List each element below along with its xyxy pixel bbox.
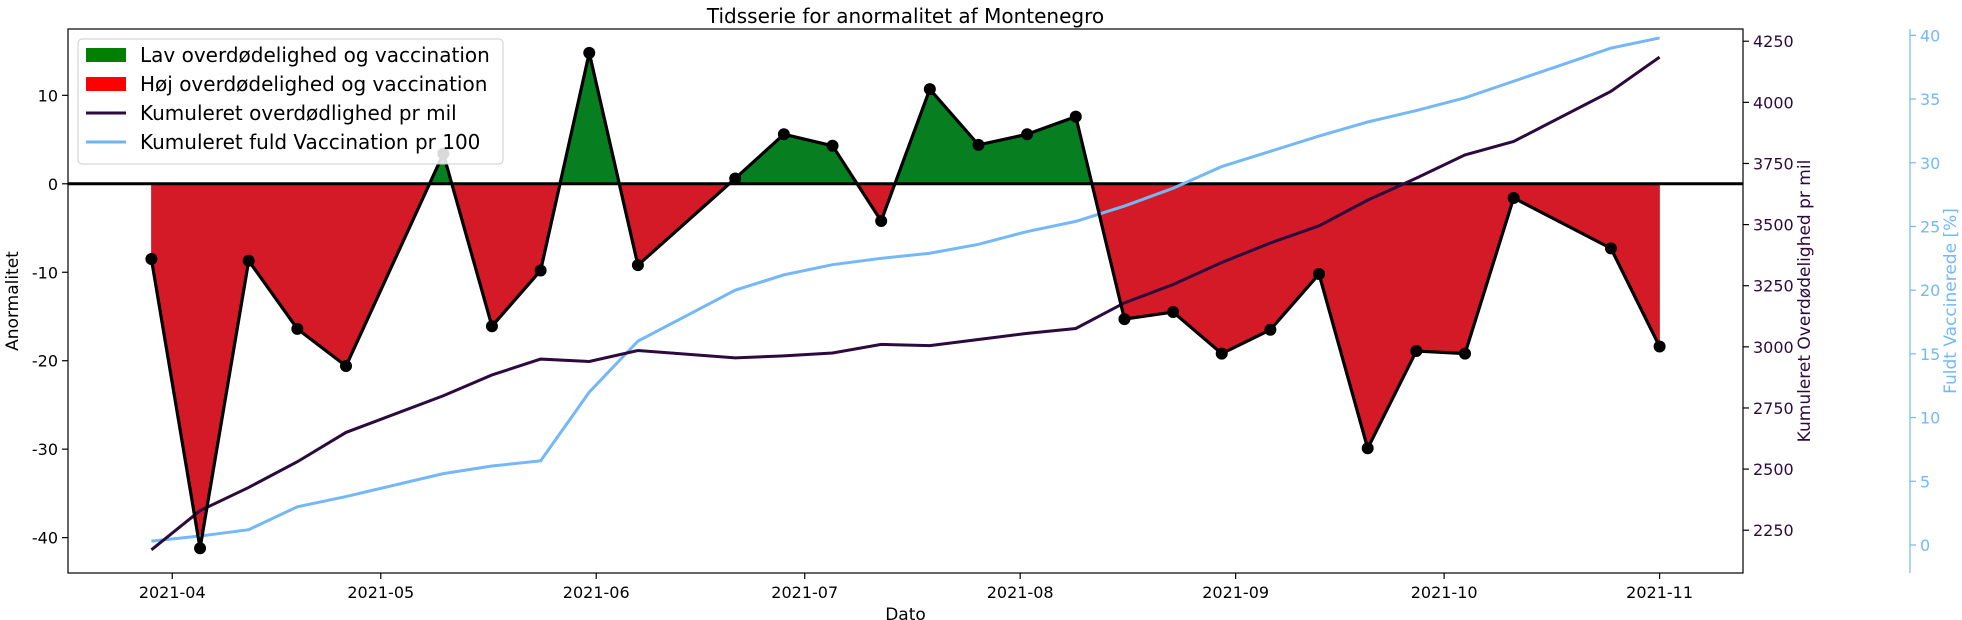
anomaly-point xyxy=(1021,128,1034,141)
y-axis-label: Anormalitet xyxy=(3,251,23,351)
y-right2-tick-label: 5 xyxy=(1920,472,1930,491)
anomaly-point xyxy=(534,264,547,277)
anomaly-point xyxy=(291,322,304,335)
anomaly-point xyxy=(972,138,985,151)
y-tick-label: -10 xyxy=(32,263,58,282)
anomaly-point xyxy=(194,542,207,555)
y-right-tick-label: 3500 xyxy=(1753,216,1794,235)
anomaly-point xyxy=(1410,344,1423,357)
legend: Lav overdødelighed og vaccination Høj ove… xyxy=(77,38,504,165)
anomaly-point xyxy=(631,259,644,272)
anomaly-fill-segment xyxy=(199,183,249,549)
anomaly-point xyxy=(340,360,353,373)
anomaly-fill-segment xyxy=(151,183,201,549)
y-right2-tick-label: 30 xyxy=(1920,154,1940,173)
legend-label: Høj overdødelighed og vaccination xyxy=(140,72,487,96)
y-right-tick-label: 4250 xyxy=(1753,32,1794,51)
plot-frame xyxy=(67,28,1744,574)
y-right-tick-label: 3750 xyxy=(1753,154,1794,173)
y-right2-tick-label: 0 xyxy=(1920,536,1930,555)
anomaly-fill-segment xyxy=(1172,183,1222,355)
anomaly-fill-segment xyxy=(1367,183,1417,449)
anomaly-point xyxy=(1167,306,1180,319)
legend-label: Kumuleret fuld Vaccination pr 100 xyxy=(140,130,480,154)
legend-swatch xyxy=(86,77,126,91)
anomaly-fill-segment xyxy=(1221,183,1271,355)
y-tick-label: 0 xyxy=(48,175,58,194)
anomaly-point xyxy=(1604,242,1617,255)
anomaly-fill-segment xyxy=(1416,183,1466,354)
anomaly-point xyxy=(1118,313,1131,326)
y-tick-label: -40 xyxy=(32,529,58,548)
x-axis-label: Dato xyxy=(885,605,926,620)
x-tick-label: 2021-10 xyxy=(1411,583,1478,602)
y-right-tick-label: 2250 xyxy=(1753,521,1794,540)
x-tick-label: 2021-08 xyxy=(987,583,1054,602)
y-right2-tick-label: 15 xyxy=(1920,345,1940,364)
anomaly-fill-segment xyxy=(1513,183,1612,249)
anomaly-point xyxy=(1361,442,1374,455)
y-right-tick-label: 2500 xyxy=(1753,460,1794,479)
x-tick-label: 2021-11 xyxy=(1626,583,1693,602)
y-tick-label: 10 xyxy=(38,86,58,105)
y-right-tick-label: 3250 xyxy=(1753,277,1794,296)
anomaly-point xyxy=(729,172,742,185)
series-line-vaccination xyxy=(151,36,1660,543)
x-tick-label: 2021-05 xyxy=(347,583,414,602)
anomaly-point xyxy=(1215,347,1228,360)
x-tick-label: 2021-07 xyxy=(771,583,838,602)
y-right-tick-label: 2750 xyxy=(1753,399,1794,418)
anomaly-fill-segment xyxy=(297,183,347,367)
anomaly-point xyxy=(777,128,790,141)
y-right2-tick-label: 20 xyxy=(1920,281,1940,300)
y-tick-label: -20 xyxy=(32,352,58,371)
y-axis-right2-label: Fuldt Vaccinerede [%] xyxy=(1941,208,1961,394)
anomaly-point xyxy=(1507,191,1520,204)
chart-title: Tidsserie for anormalitet af Montenegro xyxy=(706,4,1104,28)
x-tick-label: 2021-06 xyxy=(563,583,630,602)
anomaly-point xyxy=(1458,347,1471,360)
y-right-tick-label: 4000 xyxy=(1753,93,1794,112)
anomaly-point xyxy=(923,83,936,96)
anomaly-point xyxy=(875,214,888,227)
x-tick-label: 2021-04 xyxy=(139,583,206,602)
anomaly-fill-segment xyxy=(783,133,833,185)
y-right2-tick-label: 25 xyxy=(1920,217,1940,236)
y-right2-tick-label: 10 xyxy=(1920,409,1940,428)
anomaly-point xyxy=(583,46,596,59)
legend-box xyxy=(77,38,504,165)
y-right2-tick-label: 35 xyxy=(1920,90,1940,109)
anomaly-point xyxy=(1653,340,1666,353)
anomaly-point xyxy=(1264,323,1277,336)
y-axis-right-label: Kumuleret Overdødelighed pr mil xyxy=(1795,160,1815,443)
anomaly-point xyxy=(1069,110,1082,123)
anomaly-fill-segment xyxy=(248,183,298,330)
x-tick-label: 2021-09 xyxy=(1202,583,1269,602)
axes-group: 2021-04 2021-05 2021-06 2021-07 2021-08 2021-… xyxy=(32,26,1941,602)
y-tick-label: -30 xyxy=(32,440,58,459)
anomaly-point xyxy=(826,139,839,152)
anomaly-point xyxy=(485,320,498,333)
anomaly-point xyxy=(1313,268,1326,281)
y-right-tick-label: 3000 xyxy=(1753,338,1794,357)
anomaly-fill-segment xyxy=(491,183,541,327)
legend-label: Kumuleret overdødlighed pr mil xyxy=(140,101,457,125)
anomaly-fill-segment xyxy=(1270,183,1320,331)
y-right2-tick-label: 40 xyxy=(1920,26,1940,45)
anomaly-point xyxy=(145,252,158,265)
series-line-excess-mortality xyxy=(150,55,1661,551)
legend-swatch xyxy=(86,48,126,62)
anomaly-point xyxy=(242,254,255,267)
legend-label: Lav overdødelighed og vaccination xyxy=(140,43,490,67)
